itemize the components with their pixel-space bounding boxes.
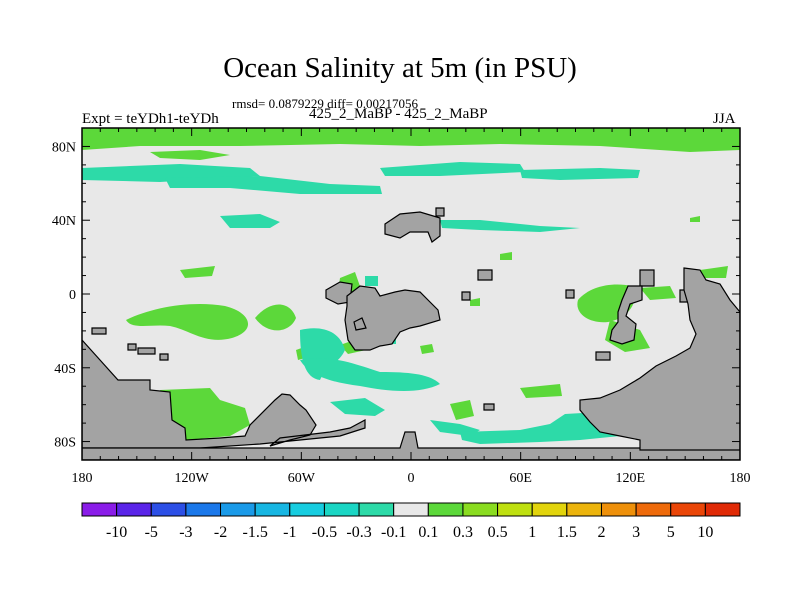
x-tick-label: 120E xyxy=(616,471,646,486)
colorbar-label: -3 xyxy=(179,524,192,541)
colorbar-label: -0.3 xyxy=(346,524,371,541)
colorbar-label: 0.5 xyxy=(488,524,508,541)
x-tick-label: 180 xyxy=(730,471,751,486)
y-tick-label: 40S xyxy=(54,362,76,377)
x-tick-label: 0 xyxy=(408,471,415,486)
colorbar-swatch xyxy=(254,502,291,517)
colorbar-label: -1.5 xyxy=(242,524,267,541)
colorbar-swatch xyxy=(220,502,256,517)
colorbar-label: -1 xyxy=(283,524,296,541)
colorbar-swatch xyxy=(704,502,741,517)
colorbar-swatch xyxy=(462,502,499,517)
colorbar-label: 0.1 xyxy=(418,524,438,541)
x-tick-label: 60E xyxy=(509,471,532,486)
colorbar-label: -0.1 xyxy=(381,524,406,541)
colorbar-label: 10 xyxy=(697,524,713,541)
y-axis-labels: 80N 40N 0 40S 80S xyxy=(52,140,76,450)
colorbar-label: -0.5 xyxy=(312,524,337,541)
colorbar-swatch xyxy=(81,502,118,517)
colorbar-label: 5 xyxy=(667,524,675,541)
colorbar-label: -2 xyxy=(214,524,227,541)
case-label: 425_2_MaBP - 425_2_MaBP xyxy=(309,106,488,122)
colorbar-label: 3 xyxy=(632,524,640,541)
colorbar-label: -5 xyxy=(145,524,158,541)
colorbar-swatch xyxy=(116,502,152,517)
colorbar-swatch xyxy=(427,502,464,517)
x-axis-labels: 180 120W 60W 0 60E 120E 180 xyxy=(72,471,751,486)
colorbar-swatch xyxy=(323,502,360,517)
y-tick-label: 80S xyxy=(54,436,76,451)
colorbar-swatch xyxy=(566,502,602,517)
colorbar-label: 1.5 xyxy=(557,524,577,541)
colorbar-swatch xyxy=(289,502,325,517)
colorbar-label: -10 xyxy=(106,524,127,541)
x-tick-label: 180 xyxy=(72,471,93,486)
colorbar-label: 2 xyxy=(597,524,605,541)
colorbar-swatch xyxy=(531,502,568,517)
colorbar-label: 1 xyxy=(528,524,536,541)
x-tick-label: 60W xyxy=(288,471,316,486)
colorbar-swatch xyxy=(635,502,672,517)
season-label: JJA xyxy=(713,111,736,127)
stats-label: rmsd= 0.0879229 diff= 0.00217056 xyxy=(232,96,418,111)
y-tick-label: 80N xyxy=(52,140,76,155)
colorbar-swatch xyxy=(185,502,222,517)
experiment-label: Expt = teYDh1-teYDh xyxy=(82,111,219,127)
colorbar-swatch xyxy=(358,502,395,517)
colorbar xyxy=(81,502,741,517)
colorbar-labels: -10 -5 -3 -2 -1.5 -1 -0.5 -0.3 -0.1 0.1 0.3 0.5 1 1.5… xyxy=(106,524,713,541)
colorbar-swatch xyxy=(670,502,706,517)
colorbar-swatch xyxy=(150,502,187,517)
colorbar-swatch xyxy=(600,502,637,517)
colorbar-swatch xyxy=(393,502,429,517)
plot-title: Ocean Salinity at 5m (in PSU) xyxy=(223,52,577,84)
axis-ticks xyxy=(81,127,741,461)
land-mask xyxy=(82,207,740,460)
colorbar-swatch xyxy=(497,502,533,517)
y-tick-label: 40N xyxy=(52,214,76,229)
colorbar-label: 0.3 xyxy=(453,524,473,541)
y-tick-label: 0 xyxy=(69,288,76,303)
x-tick-label: 120W xyxy=(175,471,210,486)
